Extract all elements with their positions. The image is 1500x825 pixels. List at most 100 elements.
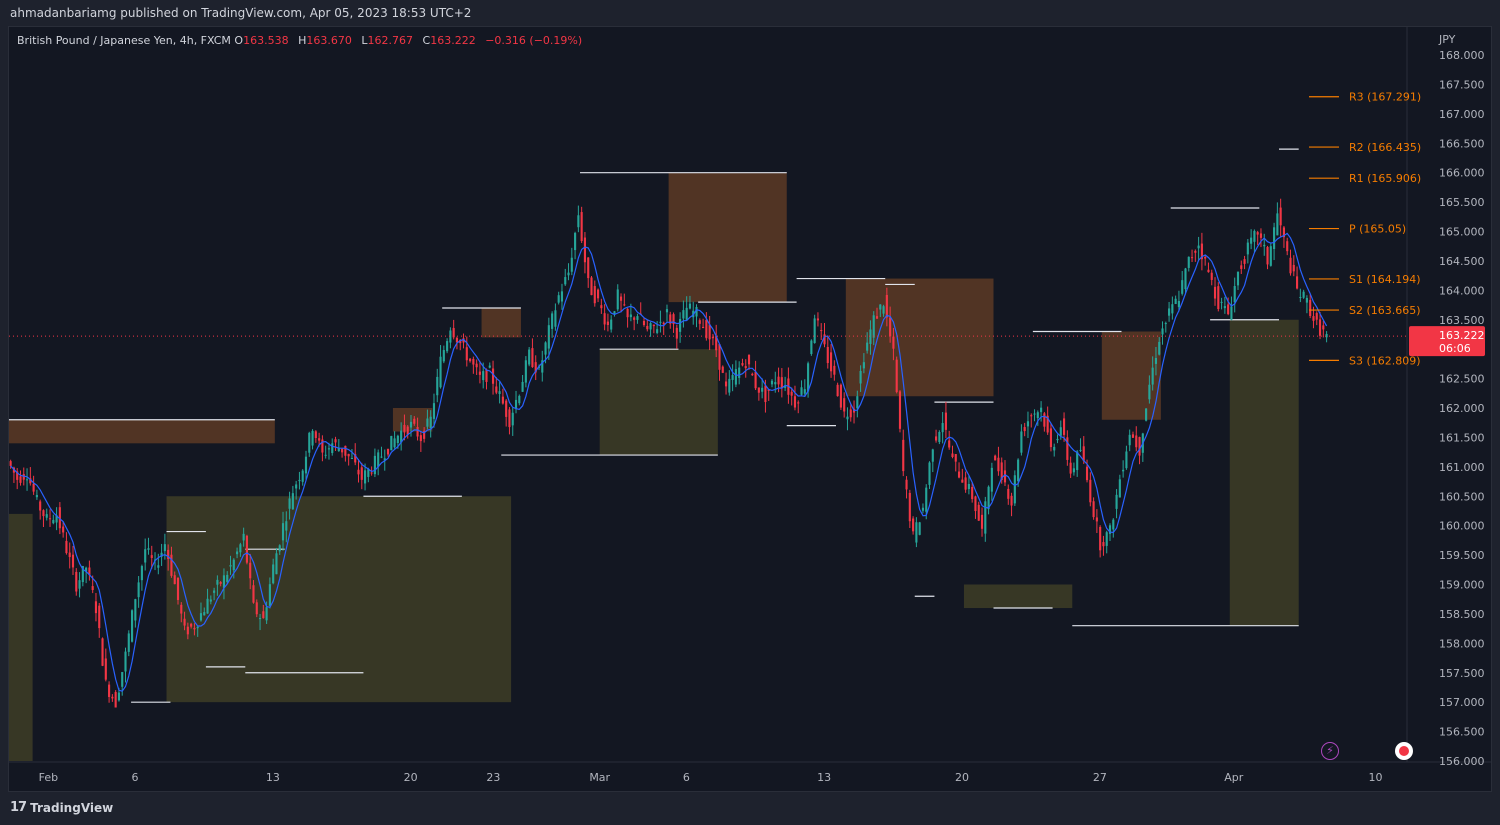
candle-body-373 [1233, 286, 1236, 303]
candle-body-202 [672, 314, 675, 325]
candle-body-358 [1184, 268, 1187, 290]
candle-body-232 [770, 380, 774, 385]
candle-body-98 [331, 443, 334, 454]
candle-body-254 [843, 398, 846, 412]
candle-body-342 [1131, 434, 1135, 438]
candle-body-165 [551, 313, 554, 329]
candlestick-chart[interactable]: R3 (167.291) R2 (166.435) R1 (165.906) P (1… [9, 27, 1491, 791]
candle-body-204 [679, 318, 682, 332]
candle-body-33 [117, 692, 121, 701]
candle-body-18 [68, 552, 71, 558]
candle-body-242 [803, 389, 806, 394]
candle-body-304 [1007, 488, 1010, 499]
tradingview-logo[interactable]: 17 TradingView [10, 800, 113, 815]
x-tick-11: 10 [1368, 771, 1382, 784]
candle-body-213 [708, 324, 711, 340]
candle-body-39 [137, 582, 140, 598]
candle-body-288 [954, 454, 957, 462]
candle-body-274 [908, 492, 911, 522]
candle-body-227 [754, 371, 757, 389]
candle-body-130 [436, 376, 439, 396]
candle-body-122 [409, 421, 413, 428]
candle-body-160 [534, 362, 537, 373]
candle-body-236 [784, 386, 787, 388]
candle-body-119 [400, 430, 403, 443]
candle-body-10 [42, 510, 45, 517]
candle-body-246 [816, 318, 820, 321]
candle-body-248 [823, 334, 826, 345]
candle-body-180 [600, 305, 603, 309]
candle-body-376 [1243, 259, 1246, 264]
candle-body-108 [363, 470, 367, 484]
candle-body-285 [944, 412, 947, 430]
candle-body-355 [1174, 298, 1177, 305]
candle-body-365 [1207, 269, 1210, 273]
candle-body-182 [606, 321, 609, 325]
chart-area[interactable]: R3 (167.291) R2 (166.435) R1 (165.906) P (1… [8, 26, 1492, 792]
candle-body-240 [797, 402, 800, 404]
candle-body-331 [1095, 517, 1098, 522]
candle-body-53 [183, 618, 186, 626]
candle-body-193 [642, 320, 646, 326]
x-tick-1: 6 [132, 771, 139, 784]
candle-body-32 [114, 692, 117, 708]
candle-body-371 [1227, 304, 1230, 315]
y-tick-20: 158.000 [1439, 637, 1485, 650]
candle-body-299 [990, 467, 993, 492]
candle-body-320 [1059, 427, 1062, 436]
cloud-band-8 [599, 349, 718, 456]
candle-body-94 [318, 438, 321, 441]
candle-body-133 [446, 341, 449, 352]
candle-body-55 [190, 623, 193, 627]
candle-body-173 [577, 215, 580, 228]
candle-body-353 [1168, 308, 1171, 316]
candle-body-391 [1292, 264, 1295, 272]
candle-body-72 [245, 535, 248, 563]
lightning-icon[interactable]: ⚡ [1321, 742, 1339, 760]
candle-body-16 [62, 526, 65, 533]
candle-body-347 [1148, 384, 1151, 400]
candle-body-96 [324, 454, 327, 456]
candle-body-244 [810, 340, 813, 354]
candle-body-217 [721, 366, 724, 373]
candle-body-271 [898, 391, 902, 429]
footer-bar: 17 TradingView [0, 792, 1500, 825]
tradingview-logo-icon: 17 [10, 800, 27, 815]
y-tick-4: 166.000 [1439, 167, 1485, 180]
candle-body-314 [1040, 407, 1043, 413]
candle-body-151 [505, 400, 508, 417]
candle-body-69 [236, 551, 239, 555]
record-icon[interactable] [1395, 742, 1413, 760]
candle-body-0 [9, 461, 12, 466]
candle-body-9 [39, 501, 42, 511]
pivot-label-6: S3 (162.809) [1349, 354, 1421, 367]
candle-body-295 [977, 504, 980, 521]
candle-body-163 [544, 342, 547, 355]
candle-body-212 [705, 319, 708, 339]
candle-body-290 [961, 479, 964, 483]
candle-body-99 [334, 439, 337, 443]
candle-body-267 [885, 294, 888, 318]
candle-body-77 [262, 611, 265, 619]
candle-body-401 [1325, 333, 1328, 338]
candle-body-222 [738, 367, 741, 378]
candle-body-154 [514, 399, 518, 410]
candle-body-280 [928, 462, 931, 485]
candle-body-188 [626, 308, 629, 318]
candle-body-15 [58, 507, 61, 529]
candle-body-114 [383, 458, 386, 461]
candle-body-335 [1108, 525, 1112, 534]
candle-body-54 [186, 626, 189, 635]
candle-body-128 [429, 416, 432, 428]
candle-body-142 [475, 363, 478, 368]
candle-body-76 [258, 618, 262, 620]
candle-body-177 [590, 277, 593, 296]
candle-body-260 [862, 362, 865, 369]
candle-body-146 [488, 365, 491, 368]
candle-body-272 [902, 439, 905, 472]
y-tick-14: 161.000 [1439, 461, 1485, 474]
candle-body-138 [462, 338, 465, 343]
pivot-label-5: S2 (163.665) [1349, 304, 1421, 317]
candle-body-64 [219, 582, 222, 584]
candle-body-62 [213, 590, 216, 593]
